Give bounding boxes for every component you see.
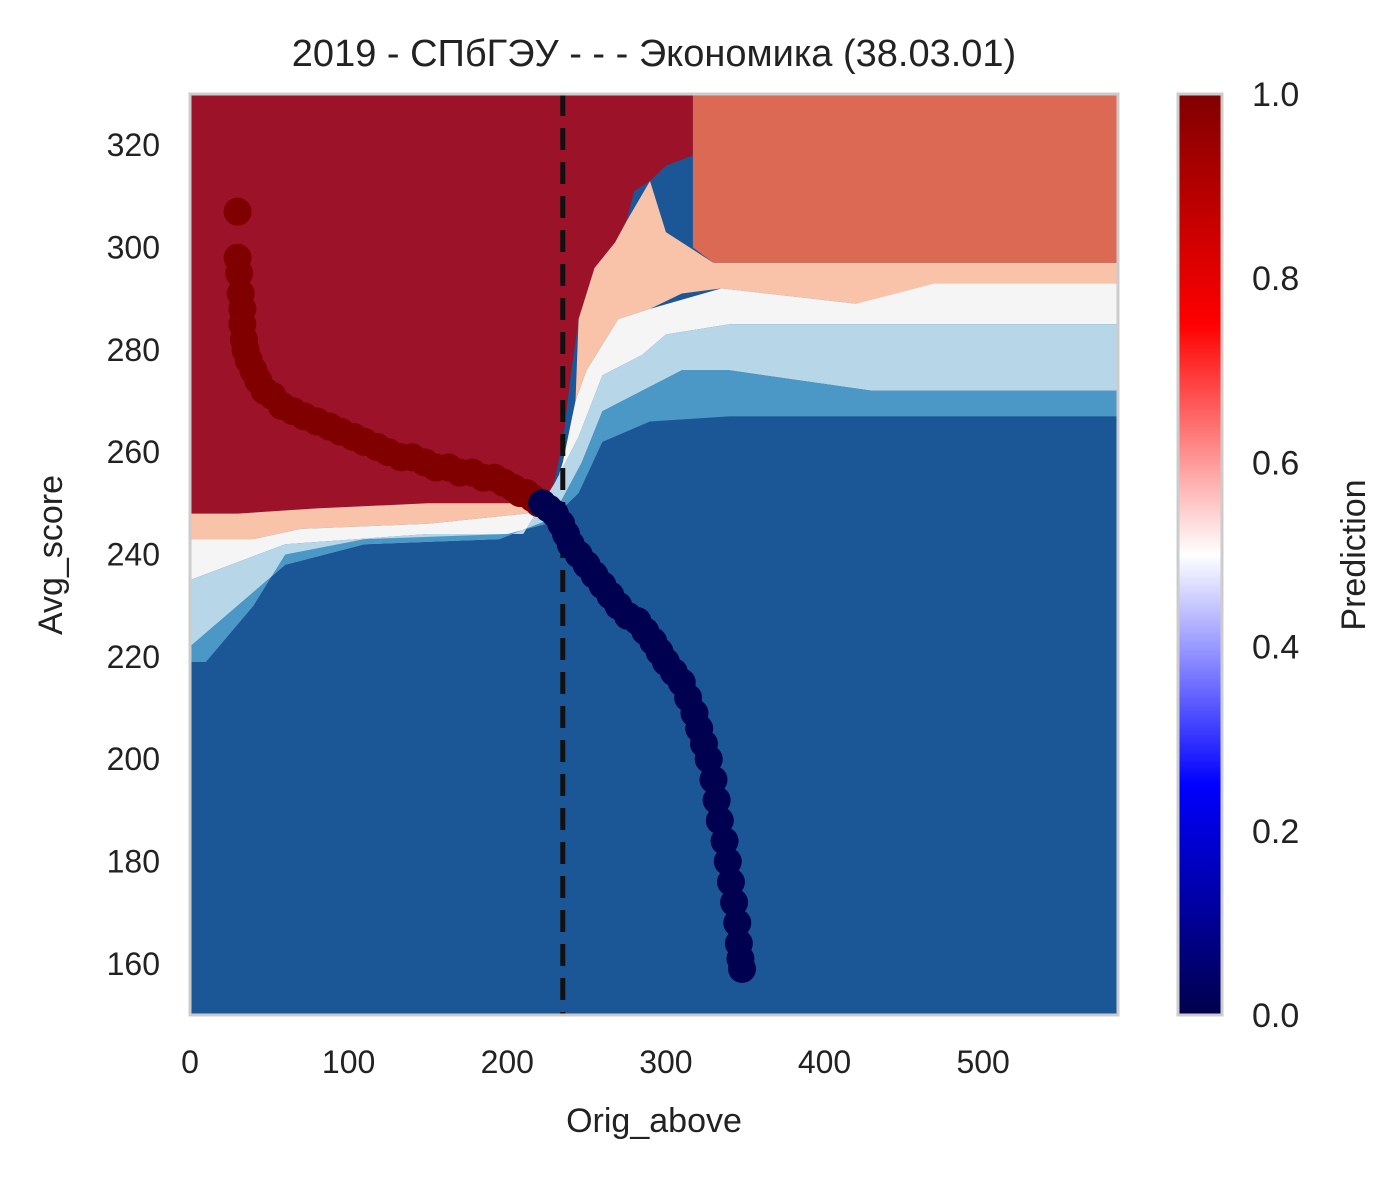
colorbar-tick-label: 0.2 xyxy=(1252,813,1299,851)
region-upper-right-region xyxy=(692,94,1118,263)
region-band-0.45 xyxy=(190,324,1118,647)
colorbar-ticks: 0.0 0.2 0.4 0.6 0.8 1.0 xyxy=(1252,76,1299,1035)
y-axis-label: Avg_score xyxy=(32,475,70,635)
x-tick-label: 500 xyxy=(956,1044,1009,1080)
colorbar-gradient xyxy=(1176,92,1224,1017)
data-point-class-0 xyxy=(702,786,731,815)
y-axis-ticks: 160 180 200 220 240 260 280 300 320 xyxy=(107,127,160,982)
x-tick-label: 400 xyxy=(798,1044,851,1080)
x-axis-label: Orig_above xyxy=(566,1102,742,1140)
region-band-0.50 xyxy=(190,283,1118,581)
x-tick-label: 200 xyxy=(481,1044,534,1080)
plot-area xyxy=(190,94,1118,1015)
y-tick-label: 260 xyxy=(107,434,160,470)
y-tick-label: 240 xyxy=(107,537,160,573)
colorbar-tick-label: 0.4 xyxy=(1252,629,1299,667)
chart-title: 2019 - СПбГЭУ - - - Экономика (38.03.01) xyxy=(292,33,1016,75)
data-point-class-0 xyxy=(728,954,757,983)
x-tick-label: 100 xyxy=(322,1044,375,1080)
x-tick-label: 0 xyxy=(181,1044,199,1080)
region-band-0.60-left xyxy=(190,493,552,540)
x-axis-ticks: 0 100 200 300 400 500 xyxy=(181,1044,1010,1080)
colorbar-tick-label: 0.6 xyxy=(1252,444,1299,482)
region-band-0.30 xyxy=(190,370,1118,662)
region-band-0.60-right xyxy=(575,181,1118,401)
data-point-class-0 xyxy=(716,867,745,896)
data-point-class-0 xyxy=(723,908,752,937)
y-tick-label: 160 xyxy=(107,946,160,982)
data-point-class-1 xyxy=(223,197,252,226)
y-tick-label: 220 xyxy=(107,639,160,675)
colorbar-tick-label: 1.0 xyxy=(1252,76,1299,114)
x-tick-label: 300 xyxy=(639,1044,692,1080)
colorbar: 0.0 0.2 0.4 0.6 0.8 1.0 Prediction xyxy=(1176,76,1373,1035)
y-tick-label: 300 xyxy=(107,230,160,266)
y-tick-label: 320 xyxy=(107,127,160,163)
colorbar-label: Prediction xyxy=(1335,479,1373,630)
data-point-class-1 xyxy=(225,259,254,288)
plot-frame xyxy=(188,92,1120,1017)
y-tick-label: 180 xyxy=(107,844,160,880)
y-tick-label: 200 xyxy=(107,741,160,777)
colorbar-tick-label: 0.0 xyxy=(1252,997,1299,1035)
colorbar-tick-label: 0.8 xyxy=(1252,260,1299,298)
y-tick-label: 280 xyxy=(107,332,160,368)
